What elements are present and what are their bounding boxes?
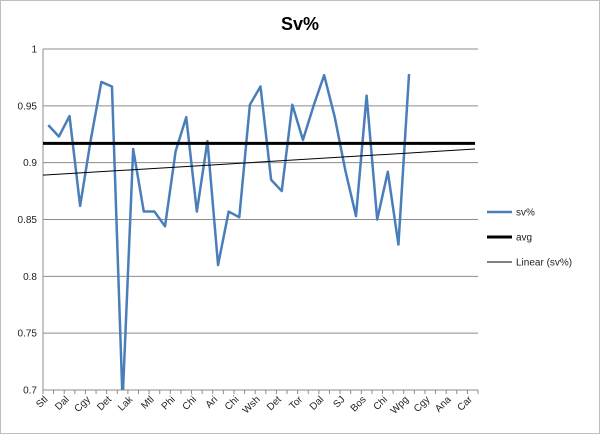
legend: sv% avg Linear (sv%) xyxy=(487,208,572,269)
y-tick-label: 0.95 xyxy=(18,101,38,112)
legend-label: sv% xyxy=(516,208,535,219)
y-tick-label: 0.75 xyxy=(18,329,38,340)
chart-title: Sv% xyxy=(281,14,319,34)
series-line-sv xyxy=(47,73,411,390)
series-layer xyxy=(42,73,476,390)
y-tick-label: 0.7 xyxy=(23,386,37,397)
y-tick-label: 0.9 xyxy=(23,158,37,169)
y-tick-label: 1 xyxy=(31,45,37,56)
y-tick-label: 0.8 xyxy=(23,272,37,283)
legend-label: avg xyxy=(516,233,532,244)
series-line-trend xyxy=(42,148,476,176)
legend-label: Linear (sv%) xyxy=(516,258,572,269)
y-tick-label: 0.85 xyxy=(18,215,38,226)
